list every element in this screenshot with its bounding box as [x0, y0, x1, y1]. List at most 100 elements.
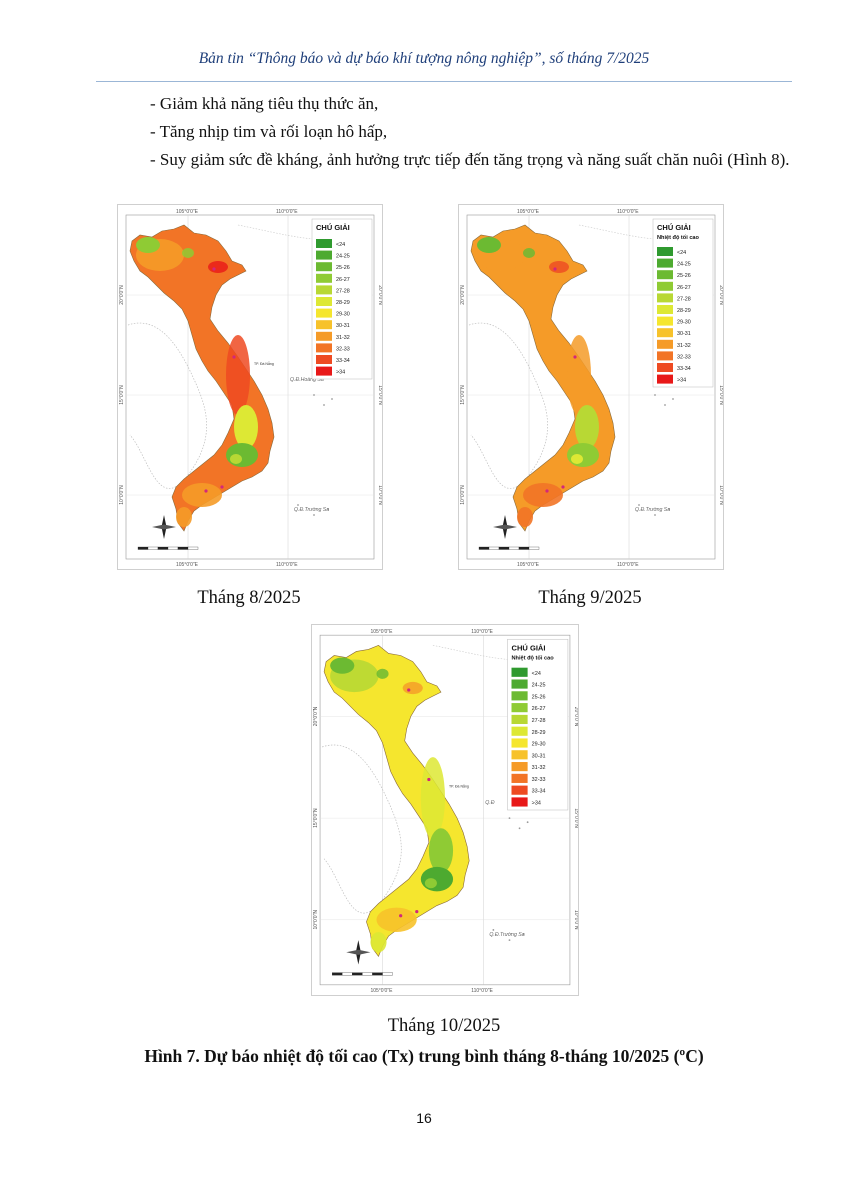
lon-label-top: 110°0'0"E	[471, 629, 493, 635]
header-rule	[96, 81, 792, 82]
island-marker	[526, 821, 529, 824]
city-marker	[415, 910, 419, 914]
zone-highland-core	[424, 878, 437, 889]
island-marker	[508, 939, 511, 942]
legend-class-label: 28-29	[677, 308, 691, 314]
lat-label-left: 10°0'0"N	[119, 485, 125, 505]
legend-swatch	[511, 726, 528, 736]
legend-swatch	[657, 270, 673, 280]
legend-class-label: 29-30	[677, 320, 691, 326]
lon-label-bottom: 110°0'0"E	[276, 562, 298, 568]
island-marker	[668, 508, 670, 510]
zone-ca-mau	[176, 507, 192, 527]
island-marker	[323, 404, 325, 406]
legend-swatch	[657, 281, 673, 291]
city-label: TP. Đà Nẵng	[254, 361, 274, 366]
zone-central-coast	[420, 757, 445, 839]
map-august: 105°0'0"E 110°0'0"E 105°0'0"E 110°0'0"E 20°0…	[117, 204, 383, 570]
island-marker	[492, 929, 495, 931]
legend-swatch	[657, 258, 673, 268]
lat-label-left: 15°0'0"N	[460, 385, 466, 405]
page-number: 16	[416, 1110, 432, 1126]
legend-swatch	[316, 297, 332, 306]
legend-class-label: 27-28	[677, 296, 691, 302]
legend-class-label: 27-28	[532, 718, 546, 724]
city-marker	[427, 777, 431, 782]
island-marker	[518, 827, 521, 830]
page-header: Bản tin “Thông báo và dự báo khí tượng n…	[198, 50, 650, 67]
spratly-label: Q.Đ.Trường Sa	[489, 932, 524, 938]
legend-class-label: 26-27	[532, 706, 546, 712]
spratly-label: Q.Đ.Trường Sa	[635, 507, 670, 513]
legend-swatch	[316, 331, 332, 341]
legend-class-label: 31-32	[532, 765, 546, 771]
legend-class-label: 32-33	[677, 354, 691, 360]
legend-swatch	[511, 797, 528, 807]
legend-class-label: 29-30	[532, 742, 546, 748]
legend-swatch	[511, 714, 528, 725]
china-border	[237, 224, 349, 240]
legend-swatch	[316, 239, 332, 248]
legend-class-label: <24	[532, 671, 541, 677]
legend-class-label: <24	[336, 242, 345, 248]
zone-central-highlands	[428, 828, 454, 874]
legend-swatch	[657, 293, 673, 303]
legend-swatch	[657, 305, 673, 314]
legend-swatch	[316, 366, 332, 376]
island-marker	[297, 504, 299, 506]
lon-label-top: 110°0'0"E	[276, 209, 298, 215]
body-line-1: - Giảm khả năng tiêu thụ thức ăn,	[150, 94, 379, 113]
legend-class-label: 33-34	[336, 358, 350, 364]
zone-delta-north	[208, 261, 228, 273]
zone-mekong-delta	[182, 483, 222, 507]
legend-class-label: 31-32	[677, 343, 691, 349]
lat-label-left: 15°0'0"N	[313, 808, 319, 828]
lon-label-top: 105°0'0"E	[517, 209, 540, 215]
body-line-2: - Tăng nhịp tim và rối loạn hô hấp,	[150, 122, 388, 141]
legend-swatch	[316, 273, 332, 283]
legend-class-label: 28-29	[532, 730, 546, 736]
lon-label-bottom: 105°0'0"E	[176, 562, 199, 568]
legend-swatch	[316, 285, 332, 295]
legend-box	[652, 218, 714, 388]
island-marker	[664, 404, 666, 406]
city-marker	[407, 688, 411, 692]
map-frame	[466, 214, 716, 560]
legend-class-label: 31-32	[336, 335, 350, 341]
legend-class-label: 27-28	[336, 288, 350, 294]
zone-highland-north	[477, 237, 501, 253]
island-marker	[327, 508, 329, 510]
neighbor-border	[468, 322, 548, 489]
zone-delta-north	[549, 261, 569, 273]
map-frame	[125, 214, 375, 560]
spratly-label: Q.Đ.Trường Sa	[294, 507, 329, 513]
zone-ca-mau	[370, 931, 387, 953]
north-arrow-icon	[493, 515, 517, 539]
legend-swatch	[657, 363, 673, 372]
zone-highland-north	[330, 657, 355, 674]
legend-title: CHÚ GIẢI	[316, 223, 350, 232]
zone-highland-north	[136, 237, 160, 253]
legend-swatch	[511, 691, 528, 701]
legend-class-label: 24-25	[677, 262, 691, 268]
caption-september: Tháng 9/2025	[538, 588, 642, 608]
city-marker	[561, 485, 565, 489]
legend-swatch	[511, 738, 528, 748]
map-september-svg: 105°0'0"E 110°0'0"E 105°0'0"E 110°0'0"E 20°0…	[459, 205, 723, 569]
lat-label-right: 15°0'0"N	[573, 808, 578, 828]
legend-class-label: >34	[336, 370, 345, 376]
zone-central-coast	[567, 335, 591, 415]
legend-class-label: 33-34	[532, 789, 546, 795]
legend-class-label: >34	[532, 801, 541, 807]
city-marker	[212, 267, 216, 271]
body-line-3: - Suy giảm sức đề kháng, ảnh hưởng trực …	[150, 150, 790, 169]
legend-swatch	[657, 374, 673, 384]
legend-class-label: >34	[677, 378, 686, 384]
legend-swatch	[316, 320, 332, 330]
legend-class-label: 30-31	[677, 331, 691, 337]
lon-label-top: 105°0'0"E	[370, 629, 393, 635]
zone-mekong-delta	[523, 483, 563, 507]
island-marker	[313, 394, 315, 396]
lat-label-right: 20°0'0"N	[573, 707, 578, 727]
lon-label-bottom: 105°0'0"E	[517, 562, 540, 568]
